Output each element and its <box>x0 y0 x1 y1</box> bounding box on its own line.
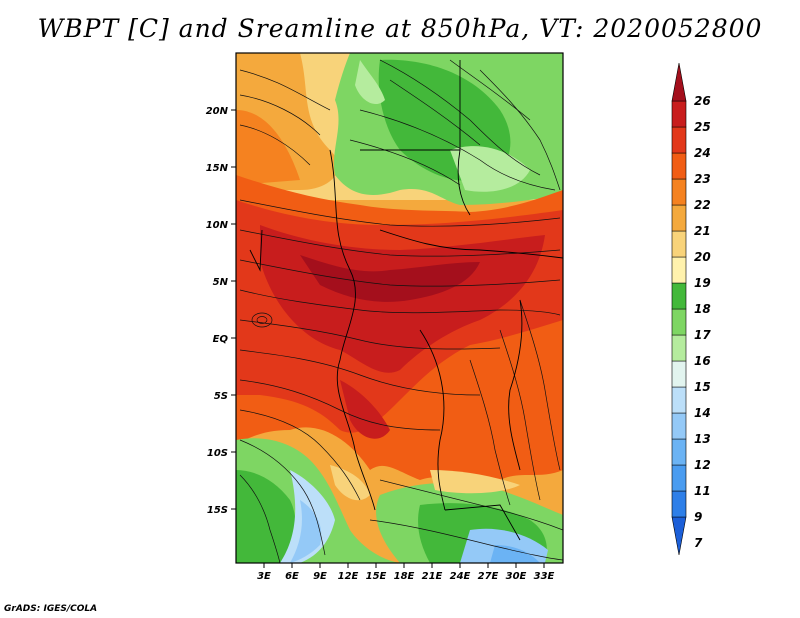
colorbar-label: 11 <box>694 484 711 498</box>
colorbar-label: 26 <box>694 94 711 108</box>
chart-title: WBPT [C] and Sreamline at 850hPa, VT: 20… <box>37 14 763 43</box>
colorbar-label: 16 <box>694 354 711 368</box>
colorbar-label: 9 <box>694 510 702 524</box>
colorbar-swatch <box>671 204 687 232</box>
colorbar-swatch <box>671 152 687 180</box>
lon-label: 9E <box>313 571 327 582</box>
colorbar-swatch <box>671 438 687 466</box>
colorbar-label: 18 <box>694 302 711 316</box>
colorbar-label: 20 <box>694 250 711 264</box>
colorbar-swatch <box>671 230 687 258</box>
lon-label: 18E <box>394 571 415 582</box>
colorbar-label: 24 <box>694 146 711 160</box>
colorbar-swatch <box>671 100 687 128</box>
colorbar-label: 15 <box>694 380 711 394</box>
map-panel: 3E 6E 9E 12E 15E 18E 21E 24E 27E 30E 33E… <box>206 52 564 582</box>
colorbar-labels: 7 9 11 12 13 14 15 16 17 18 19 20 21 22 23 24 25 26 <box>694 94 711 550</box>
colorbar-label: 13 <box>694 432 711 446</box>
lat-label: 5N <box>213 277 229 288</box>
longitude-labels: 3E 6E 9E 12E 15E 18E 21E 24E 27E 30E 33E <box>257 571 554 582</box>
lon-label: 21E <box>422 571 443 582</box>
lat-label: 15N <box>206 163 229 174</box>
lat-label: 10S <box>207 448 228 459</box>
lat-label: 10N <box>206 220 229 231</box>
colorbar-swatch <box>671 490 687 518</box>
colorbar-swatch <box>671 178 687 206</box>
colorbar-label: 7 <box>694 536 703 550</box>
temperature-field <box>236 53 563 563</box>
map-frame <box>235 52 564 564</box>
colorbar-label: 23 <box>694 172 711 186</box>
colorbar-label: 22 <box>694 198 711 212</box>
lat-label: EQ <box>213 334 229 345</box>
colorbar-label: 21 <box>694 224 711 238</box>
colorbar-swatch <box>671 308 687 336</box>
colorbar-swatch <box>671 516 687 556</box>
lat-label: 15S <box>207 505 228 516</box>
lon-label: 30E <box>506 571 527 582</box>
colorbar-swatch <box>671 360 687 388</box>
lon-label: 6E <box>285 571 299 582</box>
lon-label: 33E <box>534 571 555 582</box>
lon-label: 3E <box>257 571 271 582</box>
colorbar-swatch <box>671 126 687 154</box>
colorbar-swatches <box>671 62 687 556</box>
colorbar-swatch <box>671 464 687 492</box>
colorbar-swatch <box>671 282 687 310</box>
colorbar-swatch <box>671 334 687 362</box>
credit-label: GrADS: IGES/COLA <box>4 604 98 614</box>
colorbar-swatch <box>671 412 687 440</box>
colorbar-label: 19 <box>694 276 711 290</box>
lat-label: 20N <box>206 106 229 117</box>
colorbar-swatch <box>671 62 687 102</box>
colorbar-label: 25 <box>694 120 711 134</box>
streamlines <box>239 59 563 563</box>
lon-label: 24E <box>450 571 471 582</box>
colorbar-label: 14 <box>694 406 711 420</box>
lon-label: 15E <box>366 571 387 582</box>
axis-ticks <box>231 109 545 568</box>
lat-label: 5S <box>214 391 228 402</box>
lon-label: 27E <box>478 571 499 582</box>
colorbar-label: 17 <box>694 328 711 342</box>
colorbar-swatch <box>671 386 687 414</box>
colorbar-swatch <box>671 256 687 284</box>
colorbar-label: 12 <box>694 458 711 472</box>
lon-label: 12E <box>338 571 359 582</box>
country-borders <box>249 60 563 541</box>
latitude-labels: 20N 15N 10N 5N EQ 5S 10S 15S <box>206 106 229 516</box>
